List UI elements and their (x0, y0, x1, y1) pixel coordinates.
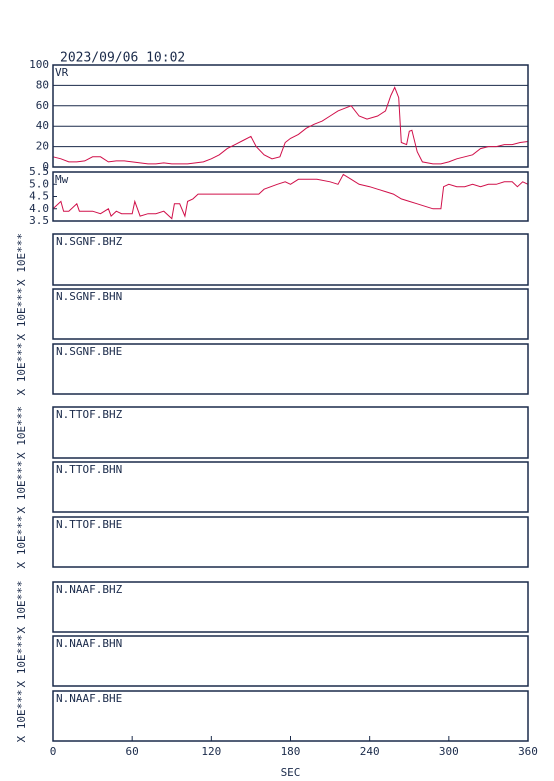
panel-label: N.SGNF.BHZ (56, 235, 123, 248)
panel-label: N.TTOF.BHN (56, 463, 122, 476)
panel-frame (52, 343, 529, 395)
x-tick-label: 240 (360, 745, 380, 758)
panel-label: N.TTOF.BHE (56, 518, 122, 531)
panel-label: N.NAAF.BHE (56, 692, 122, 705)
y-tick-label: 5.0 (29, 177, 49, 190)
y-axis-label: X 10E*** (15, 288, 28, 341)
panel-label: Mw (55, 173, 69, 186)
y-axis-label: X 10E*** (15, 690, 28, 743)
y-axis-label: X 10E*** (15, 406, 28, 459)
x-axis-label: SEC (281, 766, 301, 779)
y-axis-label: X 10E*** (15, 343, 28, 396)
panel-label: N.SGNF.BHE (56, 345, 122, 358)
timestamp: 2023/09/06 10:02 (60, 51, 185, 66)
x-tick-label: 0 (50, 745, 57, 758)
x-tick-label: 120 (201, 745, 221, 758)
panel-frame (52, 64, 529, 168)
panel-label: N.NAAF.BHN (56, 637, 122, 650)
y-tick-label: 4.5 (29, 190, 49, 203)
data-line (52, 86, 529, 165)
y-tick-label: 0 (42, 160, 49, 173)
panel-frame (52, 690, 529, 742)
x-tick-label: 60 (126, 745, 139, 758)
y-axis-label: X 10E*** (15, 461, 28, 514)
y-axis-label: X 10E*** (15, 516, 28, 569)
y-tick-label: 80 (36, 78, 49, 91)
x-tick-label: 300 (439, 745, 459, 758)
y-tick-label: 4.0 (29, 202, 49, 215)
y-tick-label: 20 (36, 140, 49, 153)
data-line (52, 173, 529, 220)
y-tick-label: 40 (36, 119, 49, 132)
x-tick-label: 360 (518, 745, 538, 758)
panel-frame (52, 233, 529, 286)
panel-label: N.SGNF.BHN (56, 290, 122, 303)
panel-frame (52, 461, 529, 513)
y-tick-label: 3.5 (29, 214, 49, 227)
panel-frame (52, 171, 529, 222)
panel-frame (52, 288, 529, 340)
panel-frame (52, 635, 529, 687)
panel-frame (52, 406, 529, 459)
y-tick-label: 60 (36, 99, 49, 112)
panel-label: N.NAAF.BHZ (56, 583, 123, 596)
panel-frame (52, 516, 529, 568)
panel-label: VR (55, 66, 69, 79)
panel-frame (52, 581, 529, 633)
panel-label: N.TTOF.BHZ (56, 408, 123, 421)
y-axis-label: X 10E*** (15, 581, 28, 634)
y-tick-label: 5.5 (29, 165, 49, 178)
y-axis-label: X 10E*** (15, 635, 28, 688)
y-axis-label: X 10E*** (15, 233, 28, 286)
y-tick-label: 100 (29, 58, 49, 71)
x-tick-label: 180 (281, 745, 301, 758)
